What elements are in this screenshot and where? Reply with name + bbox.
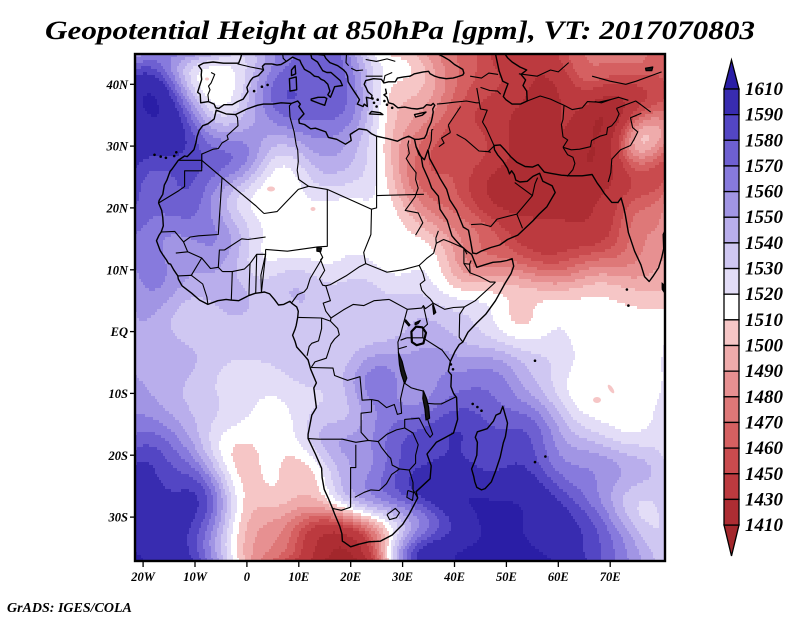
svg-text:EQ: EQ: [110, 325, 128, 339]
svg-text:1500: 1500: [745, 336, 784, 357]
svg-text:1470: 1470: [745, 412, 784, 433]
svg-text:1510: 1510: [745, 310, 784, 331]
svg-text:1410: 1410: [745, 515, 784, 536]
svg-text:1530: 1530: [745, 259, 784, 280]
svg-text:20E: 20E: [339, 570, 361, 584]
svg-text:GrADS: IGES/COLA: GrADS: IGES/COLA: [7, 601, 132, 616]
svg-text:10S: 10S: [109, 387, 129, 401]
svg-text:1580: 1580: [745, 130, 784, 151]
svg-text:1450: 1450: [745, 464, 784, 485]
svg-text:10E: 10E: [288, 570, 309, 584]
svg-text:1480: 1480: [745, 387, 784, 408]
svg-text:30E: 30E: [391, 570, 413, 584]
svg-text:1490: 1490: [745, 361, 784, 382]
svg-text:40E: 40E: [443, 570, 465, 584]
svg-text:10W: 10W: [183, 570, 208, 584]
svg-text:60E: 60E: [548, 570, 569, 584]
svg-text:1520: 1520: [745, 284, 784, 305]
svg-text:1550: 1550: [745, 207, 784, 228]
svg-text:1610: 1610: [745, 79, 784, 100]
svg-text:20S: 20S: [108, 449, 129, 463]
svg-text:50E: 50E: [496, 570, 517, 584]
svg-text:Geopotential Height at 850hPa: Geopotential Height at 850hPa [gpm], VT:…: [45, 16, 755, 45]
svg-text:70E: 70E: [600, 570, 621, 584]
svg-text:1560: 1560: [745, 182, 784, 203]
svg-text:40N: 40N: [105, 78, 129, 92]
svg-text:0: 0: [244, 570, 251, 584]
svg-text:1430: 1430: [745, 489, 784, 510]
svg-text:1540: 1540: [745, 233, 784, 254]
svg-text:1460: 1460: [745, 438, 784, 459]
svg-text:1570: 1570: [745, 156, 784, 177]
svg-text:10N: 10N: [106, 263, 129, 277]
svg-text:30N: 30N: [105, 140, 129, 154]
svg-text:30S: 30S: [108, 511, 129, 525]
svg-text:20W: 20W: [130, 570, 156, 584]
svg-text:1590: 1590: [745, 105, 784, 126]
svg-text:20N: 20N: [105, 201, 129, 215]
